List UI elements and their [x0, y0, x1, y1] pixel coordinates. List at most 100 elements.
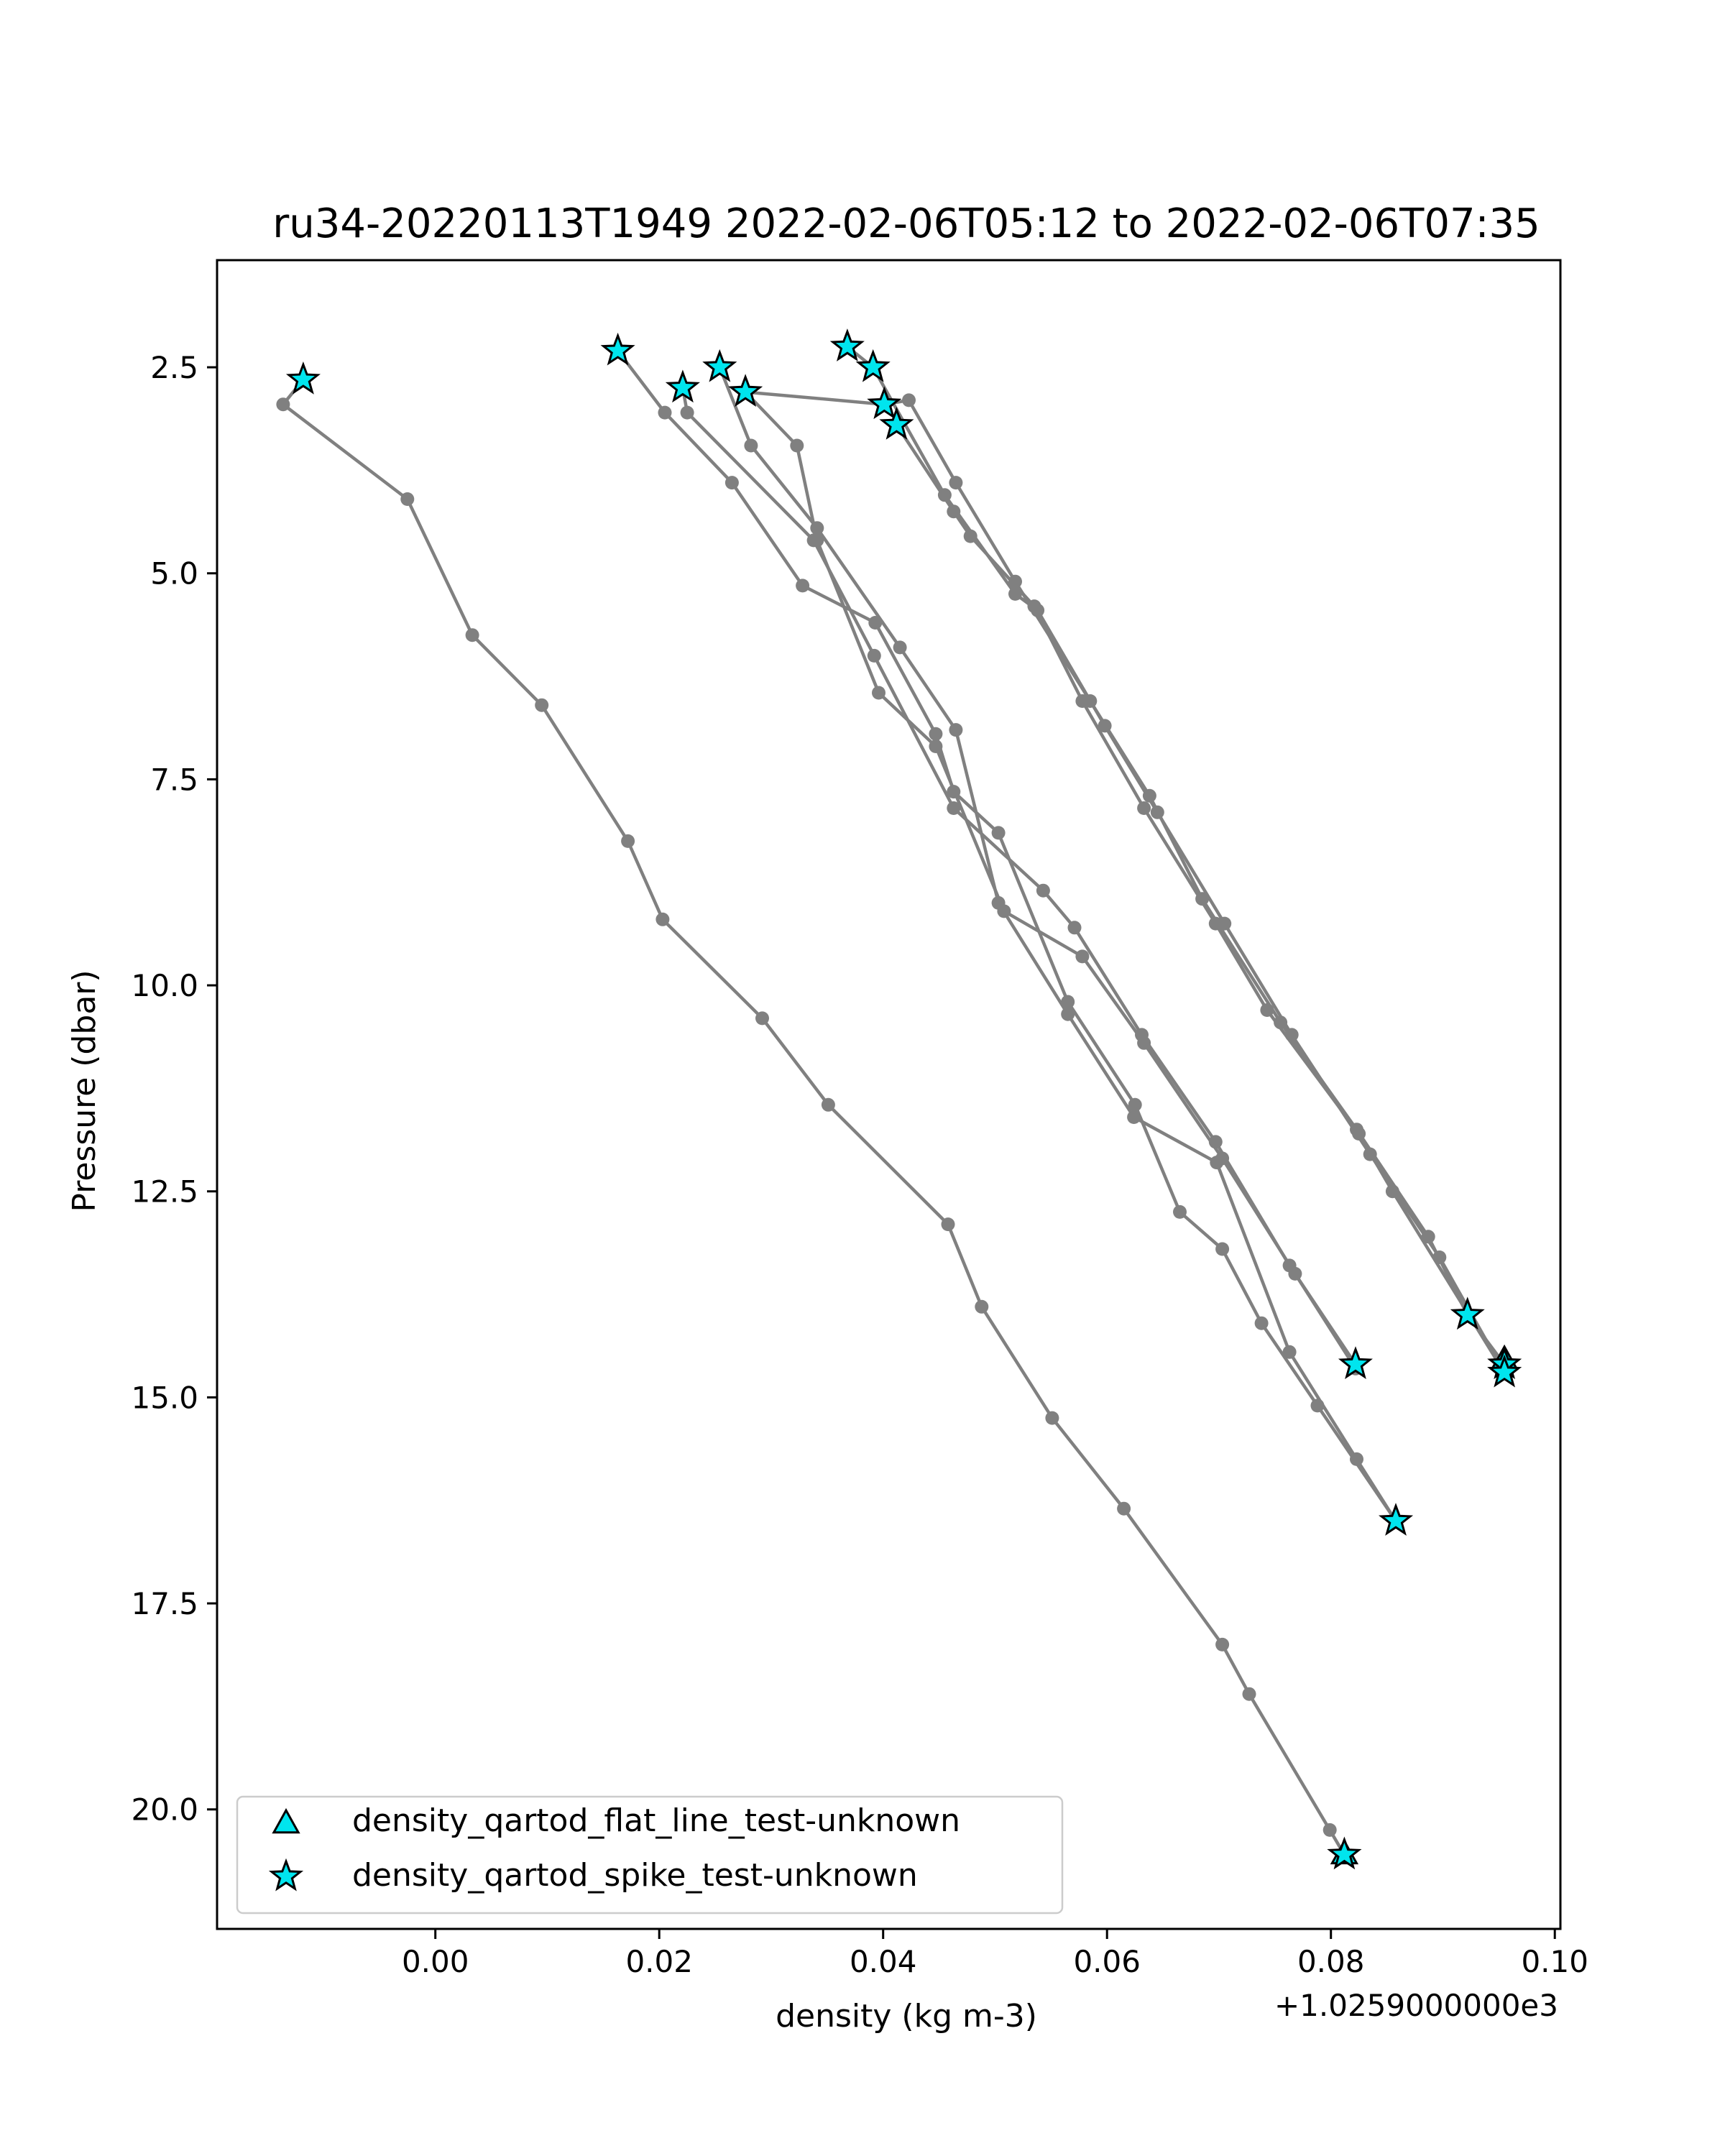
x-tick-label: 0.00 — [402, 1944, 469, 1979]
profile-point — [755, 1011, 769, 1026]
spike-marker — [665, 369, 700, 403]
chart-title: ru34-20220113T1949 2022-02-06T05:12 to 2… — [272, 201, 1540, 247]
series-spike — [285, 328, 1522, 1870]
legend-label-flat-line: density_qartod_flat_line_test-unknown — [352, 1802, 960, 1839]
spike-marker — [702, 349, 737, 382]
profile-point — [1036, 883, 1050, 898]
profile-point — [1350, 1452, 1363, 1466]
profile-point — [1128, 1097, 1142, 1112]
legend-marker-flat-line — [272, 1807, 300, 1834]
profile-point — [535, 698, 549, 712]
spike-marker — [829, 328, 865, 361]
y-tick-label: 2.5 — [150, 350, 198, 385]
legend-item-flat-line: density_qartod_flat_line_test-unknown — [272, 1802, 960, 1839]
profile-line — [281, 378, 1346, 1856]
profile-line — [681, 387, 1357, 1365]
profile-point — [1282, 1345, 1297, 1359]
plot-area — [216, 259, 1562, 1930]
profile-point — [790, 438, 804, 453]
profile-point — [941, 1217, 955, 1232]
profile-point — [821, 1097, 835, 1112]
profile-point — [1045, 1411, 1059, 1425]
profile-point — [1288, 1266, 1302, 1281]
profile-point — [1061, 995, 1075, 1009]
y-tick-label: 17.5 — [131, 1586, 198, 1621]
legend-label-spike: density_qartod_spike_test-unknown — [352, 1857, 918, 1894]
profile-point — [1061, 1007, 1075, 1021]
profile-point — [1117, 1501, 1131, 1516]
y-tick-label: 15.0 — [131, 1380, 198, 1415]
y-tick-label: 7.5 — [150, 762, 198, 797]
legend-marker-spike — [268, 1858, 304, 1892]
legend-box — [236, 1795, 1064, 1915]
spike-marker — [855, 349, 891, 382]
legend: density_qartod_flat_line_test-unknown de… — [236, 1795, 1064, 1915]
profile-point — [1173, 1204, 1187, 1219]
profile-line — [745, 390, 1506, 1365]
profile-point — [810, 533, 824, 548]
plot-frame — [216, 259, 1562, 1930]
profile-point — [1067, 921, 1082, 935]
profile-point — [1075, 949, 1090, 964]
profile-point — [1352, 1127, 1366, 1141]
spike-marker — [1338, 1346, 1373, 1379]
profile-point — [724, 476, 739, 490]
spike-marker — [1487, 1354, 1522, 1388]
profile-point — [744, 438, 758, 453]
x-tick-label: 0.10 — [1521, 1944, 1588, 1979]
profile-point — [872, 686, 886, 700]
profile-point — [1137, 1036, 1151, 1050]
profile-point — [1075, 694, 1090, 708]
profile-point — [1215, 1151, 1230, 1166]
profile-point — [1322, 1823, 1337, 1837]
profile-point — [1150, 805, 1164, 819]
y-tick-label: 5.0 — [150, 556, 198, 591]
profile-point — [796, 579, 810, 593]
profile-4 — [738, 385, 1363, 1376]
profile-point — [1098, 719, 1112, 733]
profile-point — [1127, 1110, 1141, 1124]
spike-marker — [1327, 1836, 1362, 1870]
profile-point — [1260, 1003, 1274, 1017]
profile-point — [621, 834, 635, 848]
spike-marker — [867, 386, 902, 420]
profile-point — [658, 405, 672, 420]
profile-point — [963, 529, 978, 543]
profile-point — [1215, 1637, 1230, 1651]
profile-point — [1254, 1316, 1269, 1330]
profile-point — [991, 826, 1006, 840]
x-axis-offset-label: +1.0259000000e3 — [1274, 1988, 1558, 2023]
profile-point — [1242, 1687, 1256, 1701]
x-tick-label: 0.04 — [850, 1944, 917, 1979]
legend-item-spike: density_qartod_spike_test-unknown — [268, 1857, 918, 1894]
profile-point — [893, 640, 907, 655]
x-tick-label: 0.02 — [625, 1944, 693, 1979]
profile-point — [1215, 1242, 1230, 1256]
profile-point — [656, 912, 670, 926]
profile-point — [949, 476, 963, 490]
profile-point — [867, 648, 881, 663]
profile-point — [947, 801, 961, 815]
y-axis-label: Pressure (dbar) — [66, 969, 103, 1212]
profile-point — [975, 1299, 989, 1314]
profile-point — [929, 727, 943, 741]
profile-point — [949, 723, 963, 737]
x-tick-label: 0.08 — [1297, 1944, 1365, 1979]
spike-marker — [879, 407, 914, 440]
spike-marker — [1450, 1296, 1485, 1330]
profile-point — [465, 628, 479, 642]
series-flat-line — [1330, 1344, 1519, 1865]
profile-point — [400, 492, 415, 506]
profile-7 — [889, 418, 1512, 1380]
spike-marker — [285, 361, 321, 395]
spike-marker — [728, 374, 763, 407]
y-tick-label: 10.0 — [131, 968, 198, 1003]
x-axis-label: density (kg m-3) — [776, 1998, 1037, 2035]
profile-point — [947, 505, 961, 519]
spike-marker — [1379, 1503, 1414, 1536]
profile-point — [1137, 801, 1151, 815]
profile-point — [1027, 599, 1041, 614]
profile-point — [680, 405, 694, 420]
x-tick-label: 0.06 — [1073, 1944, 1141, 1979]
